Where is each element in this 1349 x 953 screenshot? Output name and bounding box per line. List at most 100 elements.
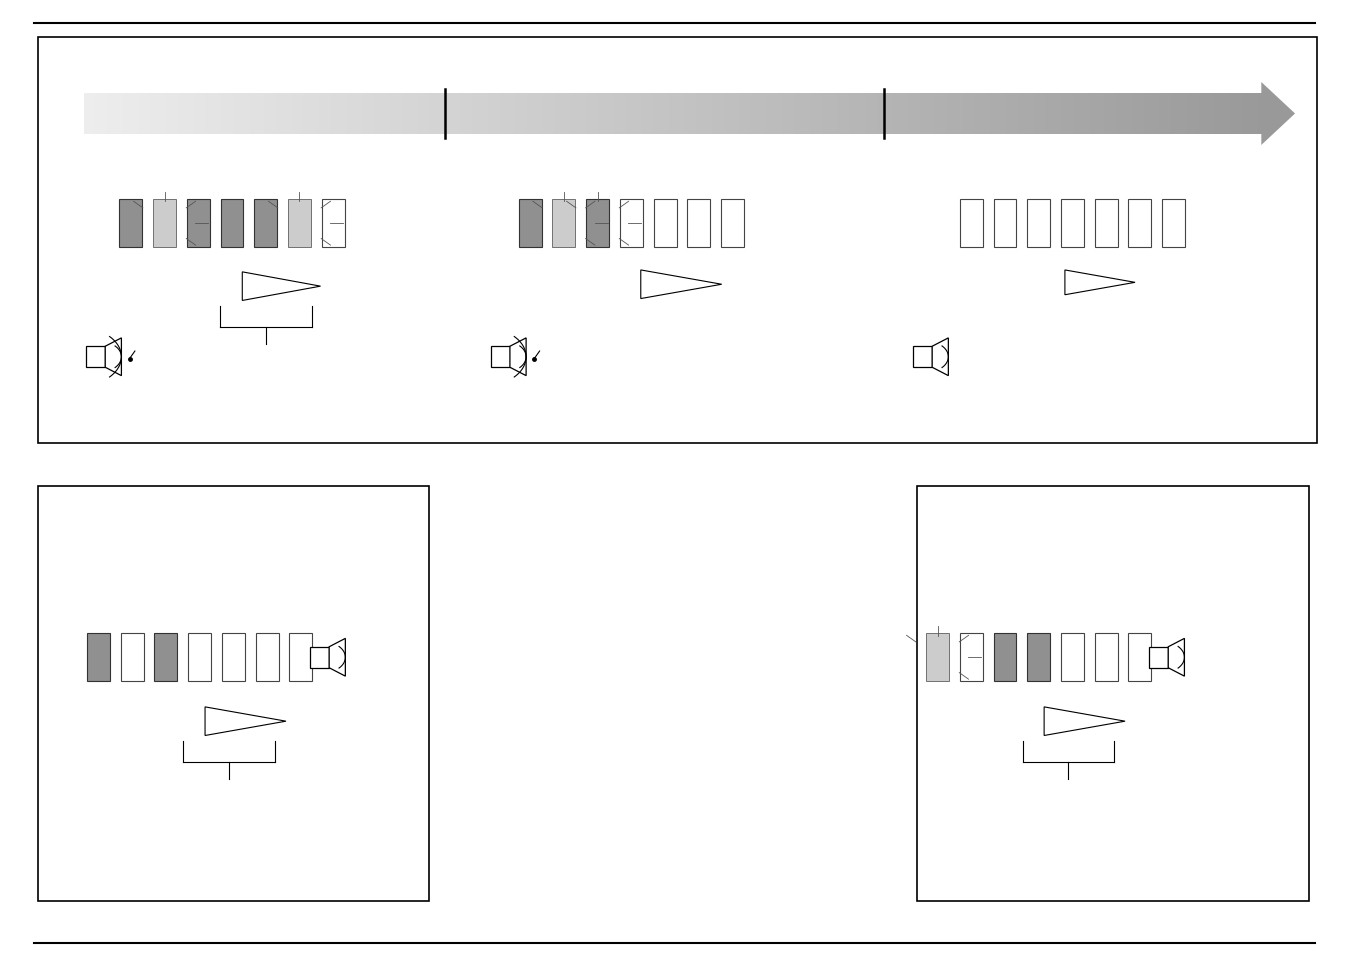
Bar [846, 94, 850, 134]
Bar [1198, 94, 1203, 134]
Bar [967, 94, 971, 134]
Bar [982, 94, 987, 134]
Bar [1033, 94, 1039, 134]
Bar [339, 94, 344, 134]
Bar [550, 94, 556, 134]
Bar [343, 94, 347, 134]
Bar [370, 94, 375, 134]
Bar [571, 94, 575, 134]
Bar [1253, 94, 1259, 134]
Bar [304, 94, 308, 134]
Bar [762, 94, 768, 134]
Bar [1218, 94, 1222, 134]
Bar [1159, 94, 1164, 134]
Bar [468, 94, 473, 134]
Bar [575, 94, 579, 134]
Bar [610, 94, 614, 134]
Bar [1128, 94, 1132, 134]
Bar [248, 94, 254, 134]
Bar [1028, 634, 1050, 681]
Bar [86, 634, 109, 681]
Bar [460, 94, 465, 134]
Bar [256, 634, 279, 681]
Bar [583, 94, 587, 134]
Bar [959, 94, 963, 134]
Bar [1105, 94, 1109, 134]
Bar [326, 94, 332, 134]
Bar [817, 94, 823, 134]
Bar [912, 94, 916, 134]
Bar [170, 94, 174, 134]
Bar [951, 94, 956, 134]
Bar [759, 94, 764, 134]
Bar [774, 94, 780, 134]
Bar [507, 94, 513, 134]
Bar [260, 94, 264, 134]
Bar [727, 94, 733, 134]
Bar [881, 94, 885, 134]
Bar [1206, 94, 1211, 134]
Bar [558, 94, 564, 134]
Polygon shape [510, 338, 526, 376]
Bar [653, 200, 676, 248]
Bar [84, 94, 88, 134]
Bar [723, 94, 728, 134]
Bar [1152, 94, 1156, 134]
Bar [421, 94, 426, 134]
Bar [731, 94, 737, 134]
Bar [496, 94, 500, 134]
Bar [406, 94, 410, 134]
Bar [896, 94, 901, 134]
Bar [755, 94, 759, 134]
Bar [739, 94, 743, 134]
Bar [287, 94, 293, 134]
Bar [719, 94, 724, 134]
Bar [590, 94, 595, 134]
Bar [355, 94, 359, 134]
Bar [704, 94, 708, 134]
Bar [809, 94, 815, 134]
Bar [619, 200, 642, 248]
Bar [158, 94, 163, 134]
Bar [700, 94, 704, 134]
Polygon shape [1168, 639, 1184, 677]
Bar [240, 94, 246, 134]
Bar [449, 94, 453, 134]
Bar [312, 94, 316, 134]
Bar [645, 94, 650, 134]
Bar [1028, 200, 1050, 248]
Bar [283, 94, 289, 134]
Bar [1116, 94, 1121, 134]
Bar [579, 94, 583, 134]
Bar [778, 94, 782, 134]
Bar [1021, 94, 1027, 134]
Bar [123, 94, 128, 134]
Bar [390, 94, 394, 134]
Bar [546, 94, 552, 134]
Bar [1183, 94, 1187, 134]
Bar [585, 94, 591, 134]
Bar [1191, 94, 1195, 134]
Bar [186, 200, 209, 248]
Bar [86, 347, 105, 368]
Bar [1002, 94, 1006, 134]
Bar [747, 94, 751, 134]
Bar [1058, 94, 1062, 134]
Bar [853, 94, 858, 134]
Bar [394, 94, 398, 134]
Bar [1062, 94, 1066, 134]
Bar [889, 94, 893, 134]
Bar [622, 94, 626, 134]
Bar [115, 94, 120, 134]
Bar [217, 94, 221, 134]
Bar [445, 94, 449, 134]
Bar [688, 94, 693, 134]
Bar [998, 94, 1002, 134]
Bar [598, 94, 603, 134]
Bar [865, 94, 869, 134]
Bar [782, 94, 786, 134]
Bar [1077, 94, 1082, 134]
Bar [441, 94, 445, 134]
Bar [201, 94, 206, 134]
Bar [100, 94, 104, 134]
